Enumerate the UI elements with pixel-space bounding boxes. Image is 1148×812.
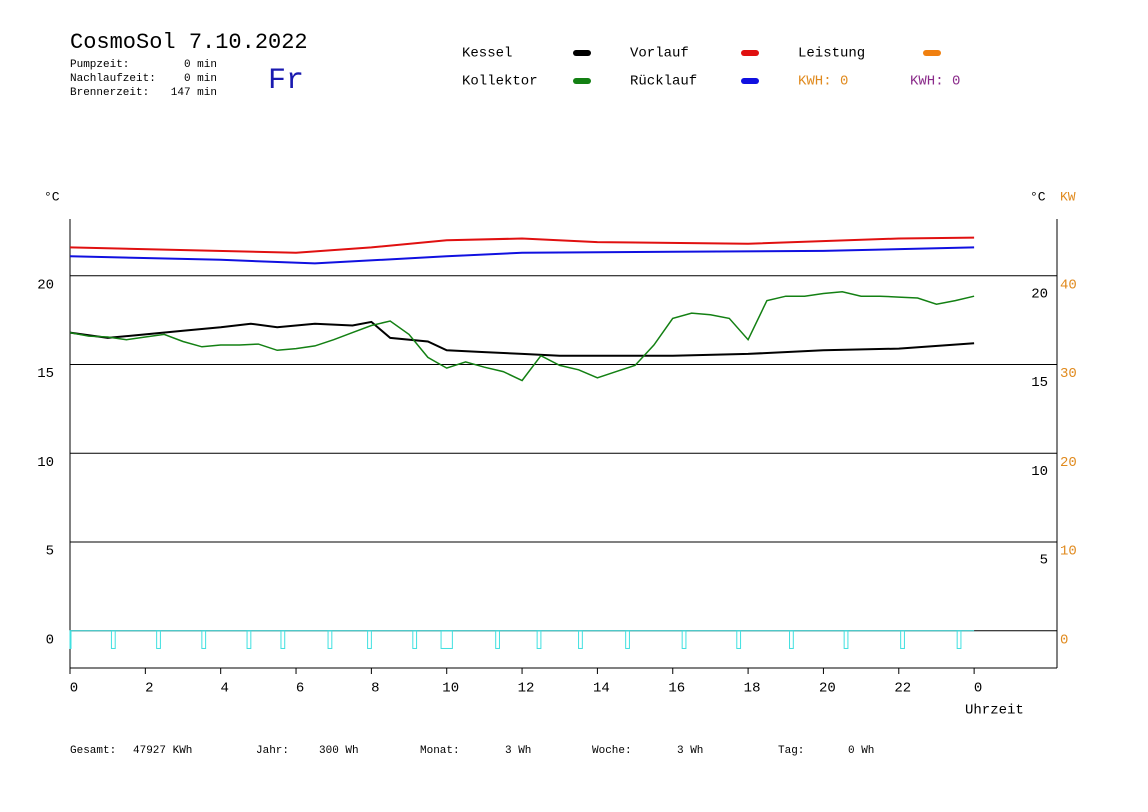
stat-label: Pumpzeit: bbox=[70, 59, 129, 71]
pump-pulse bbox=[412, 630, 418, 649]
series-line bbox=[69, 320, 975, 357]
footer-label: Monat: bbox=[420, 745, 460, 757]
pump-pulse bbox=[625, 630, 630, 649]
stat-value: 0 min bbox=[184, 73, 217, 85]
footer-value: 300 Wh bbox=[319, 745, 359, 757]
x-tick-label: 8 bbox=[371, 681, 379, 697]
series-line bbox=[69, 236, 975, 254]
legend-label: Vorlauf bbox=[630, 46, 689, 62]
pump-pulse bbox=[956, 630, 962, 649]
footer-value: 3 Wh bbox=[677, 745, 703, 757]
legend-label: Leistung bbox=[798, 46, 865, 62]
stat-value: 147 min bbox=[171, 87, 217, 99]
footer-label: Tag: bbox=[778, 745, 804, 757]
pump-pulse bbox=[681, 630, 687, 649]
x-tick-label: 12 bbox=[518, 681, 535, 697]
footer-label: Jahr: bbox=[256, 745, 289, 757]
stat-label: Brennerzeit: bbox=[70, 87, 149, 99]
title: CosmoSol 7.10.2022 bbox=[70, 30, 308, 55]
y-tick-label: 5 bbox=[46, 544, 54, 560]
x-tick-label: 22 bbox=[894, 681, 911, 697]
y-tick-label: 10 bbox=[37, 455, 54, 471]
y2-unit: KW bbox=[1060, 189, 1076, 204]
y2-unit-left: °C bbox=[1030, 189, 1046, 204]
y2-tick-label: 10 bbox=[1060, 544, 1077, 560]
right-tick-label: 20 bbox=[1031, 286, 1048, 302]
legend-label: Kessel bbox=[462, 46, 512, 62]
pump-pulse bbox=[110, 630, 116, 649]
x-tick-label: 14 bbox=[593, 681, 610, 697]
footer-label: Woche: bbox=[592, 745, 632, 757]
x-tick-label: 0 bbox=[70, 681, 78, 697]
pump-pulse bbox=[440, 630, 453, 649]
x-tick-label: 18 bbox=[744, 681, 761, 697]
weekday: Fr bbox=[268, 64, 304, 98]
kwh-label: KWH: 0 bbox=[798, 74, 848, 90]
right-tick-label: 15 bbox=[1031, 375, 1048, 391]
right-tick-label: 5 bbox=[1040, 553, 1048, 569]
y2-tick-label: 30 bbox=[1060, 366, 1077, 382]
pump-pulse bbox=[843, 630, 849, 649]
pump-pulse bbox=[578, 630, 583, 649]
pump-pulse bbox=[327, 630, 333, 649]
footer-value: 47927 KWh bbox=[133, 745, 192, 757]
pump-pulse bbox=[495, 630, 500, 649]
pump-pulse bbox=[156, 630, 161, 649]
stat-value: 0 min bbox=[184, 59, 217, 71]
footer-value: 0 Wh bbox=[848, 745, 874, 757]
y2-tick-label: 0 bbox=[1060, 632, 1068, 648]
x-tick-label: 20 bbox=[819, 681, 836, 697]
x-tick-label: 2 bbox=[145, 681, 153, 697]
y-unit: °C bbox=[44, 189, 60, 204]
stat-label: Nachlaufzeit: bbox=[70, 73, 156, 85]
pump-pulse bbox=[367, 630, 372, 649]
kwh-label: KWH: 0 bbox=[910, 74, 960, 90]
footer-label: Gesamt: bbox=[70, 745, 116, 757]
x-tick-label: 0 bbox=[974, 681, 982, 697]
pump-pulse bbox=[280, 630, 286, 649]
pump-pulse bbox=[900, 630, 905, 649]
pump-pulse bbox=[736, 630, 742, 649]
series-line bbox=[69, 291, 975, 382]
y2-tick-label: 20 bbox=[1060, 455, 1077, 471]
y-tick-label: 0 bbox=[46, 632, 54, 648]
footer-value: 3 Wh bbox=[505, 745, 531, 757]
pump-pulse bbox=[789, 630, 794, 649]
legend-label: Rücklauf bbox=[630, 74, 697, 90]
y2-tick-label: 40 bbox=[1060, 277, 1077, 293]
pump-pulse bbox=[246, 630, 252, 649]
right-tick-label: 10 bbox=[1031, 464, 1048, 480]
pump-pulse bbox=[536, 630, 542, 649]
series-line bbox=[69, 246, 975, 265]
pump-pulse bbox=[69, 630, 72, 649]
x-label: Uhrzeit bbox=[965, 703, 1024, 719]
x-tick-label: 10 bbox=[442, 681, 459, 697]
x-tick-label: 4 bbox=[220, 681, 228, 697]
y-tick-label: 20 bbox=[37, 277, 54, 293]
x-tick-label: 6 bbox=[296, 681, 304, 697]
legend-label: Kollektor bbox=[462, 74, 538, 90]
pump-pulse bbox=[201, 630, 207, 649]
y-tick-label: 15 bbox=[37, 366, 54, 382]
x-tick-label: 16 bbox=[668, 681, 685, 697]
